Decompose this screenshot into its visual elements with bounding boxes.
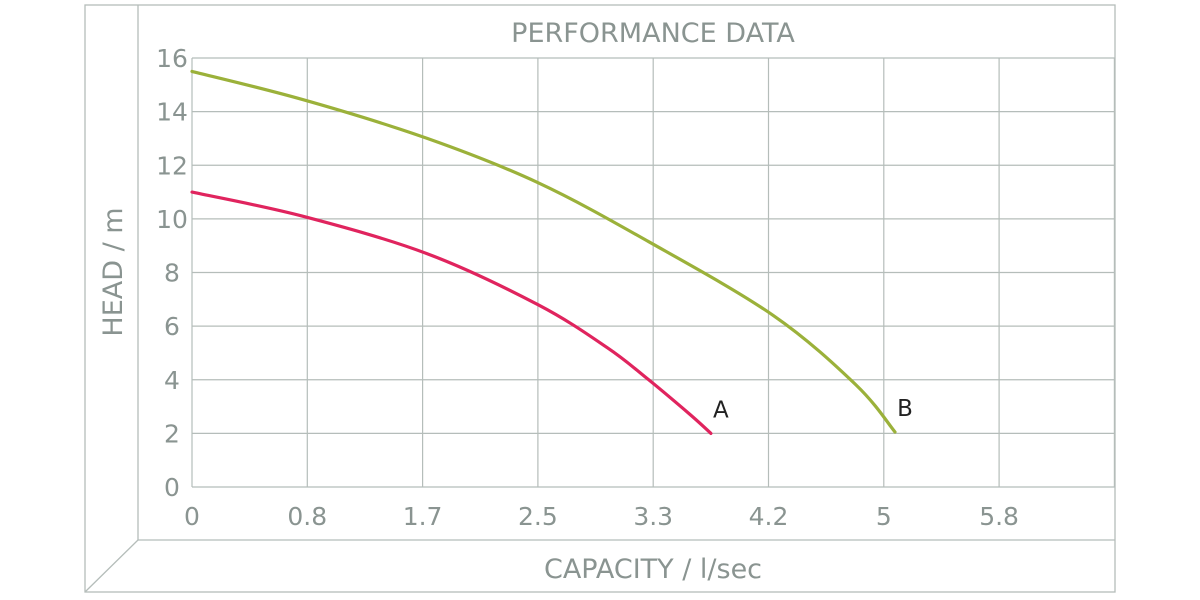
y-tick-label: 12 [156, 151, 188, 180]
depth-edge [84, 539, 139, 593]
outer-frame [84, 4, 1116, 593]
y-tick-label: 2 [164, 419, 180, 448]
series-label-b: B [897, 396, 913, 422]
y-tick-label: 10 [156, 205, 188, 234]
y-tick-label: 4 [164, 366, 180, 395]
x-tick-label: 4.2 [749, 502, 789, 531]
x-tick-label: 5 [876, 502, 892, 531]
y-tick-label: 8 [164, 259, 180, 288]
x-tick-label: 5.8 [979, 502, 1019, 531]
y-tick-label: 6 [164, 312, 180, 341]
x-tick-label: 2.5 [518, 502, 558, 531]
chart-frame [84, 4, 1116, 593]
series-label-a: A [713, 397, 729, 423]
series-line-a [190, 190, 713, 435]
tick-labels: 0 0.8 1.7 2.5 3.3 4.2 5 5.8 0 2 4 6 8 10 12 14 16 [156, 44, 1019, 531]
series-line-b [190, 69, 897, 434]
x-tick-label: 0 [184, 502, 200, 531]
x-tick-label: 0.8 [287, 502, 327, 531]
grid [191, 57, 1116, 488]
chart-title: PERFORMANCE DATA [511, 18, 795, 49]
y-tick-label: 16 [156, 44, 188, 73]
x-axis-title: CAPACITY / l/sec [544, 554, 762, 585]
x-tick-label: 3.3 [633, 502, 673, 531]
x-tick-label: 1.7 [403, 502, 443, 531]
y-tick-label: 14 [156, 98, 188, 127]
y-tick-label: 0 [164, 473, 180, 502]
y-axis-title: HEAD / m [98, 207, 129, 336]
